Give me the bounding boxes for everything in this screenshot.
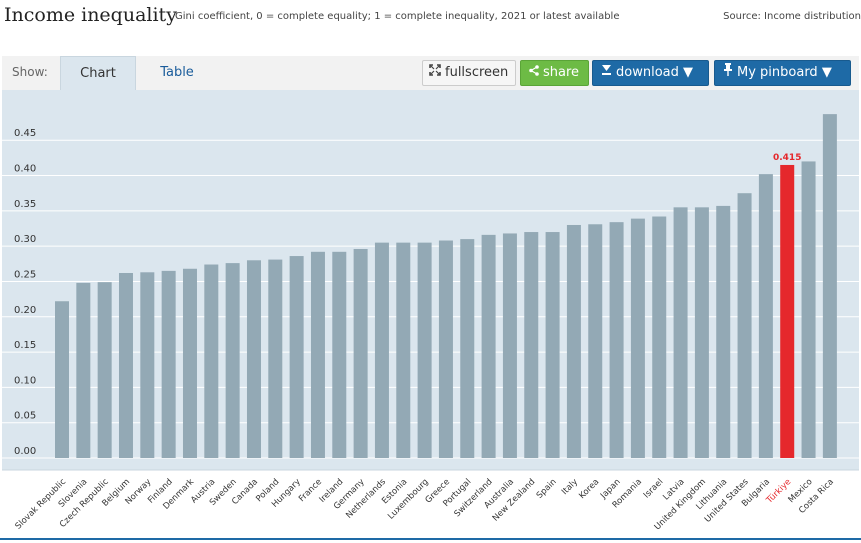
bar <box>246 260 261 458</box>
download-button[interactable]: download ▼ <box>592 60 709 86</box>
tab-table[interactable]: Table <box>160 65 194 80</box>
bar <box>737 193 752 458</box>
bar <box>204 264 219 458</box>
bar <box>182 268 197 458</box>
bar <box>161 270 176 458</box>
y-tick-label: 0.25 <box>14 269 36 280</box>
bar <box>55 301 69 458</box>
share-label: share <box>543 65 580 80</box>
download-icon <box>601 61 612 85</box>
bottom-divider <box>0 538 861 540</box>
share-button[interactable]: share <box>520 60 589 86</box>
fullscreen-button[interactable]: fullscreen <box>422 60 516 86</box>
bar <box>225 263 240 458</box>
bar <box>630 218 645 458</box>
pin-icon <box>723 61 733 85</box>
bar-chart: 0.00 0.05 0.10 0.15 0.20 0.25 0.30 0.35 0.40 0.45… <box>2 90 859 532</box>
bar <box>310 251 325 458</box>
pinboard-button[interactable]: My pinboard ▼ <box>714 60 851 86</box>
chart-toolbar: Show: Chart Table fullscreen share do <box>2 56 859 91</box>
bar <box>502 233 517 458</box>
bar <box>566 224 581 458</box>
bar <box>716 205 731 458</box>
bar <box>140 272 155 458</box>
y-tick-label: 0.10 <box>14 375 36 386</box>
show-label: Show: <box>12 65 48 79</box>
source-link[interactable]: Source: Income distribution <box>723 11 861 22</box>
download-label: download ▼ <box>616 65 693 80</box>
bar <box>396 242 411 458</box>
bar <box>801 161 816 458</box>
bar <box>822 114 837 458</box>
tab-chart[interactable]: Chart <box>60 56 136 90</box>
bar <box>289 256 304 458</box>
bar <box>524 232 539 458</box>
fullscreen-label: fullscreen <box>445 65 509 80</box>
y-tick-label: 0.00 <box>14 446 36 457</box>
y-tick-label: 0.30 <box>14 234 36 245</box>
y-tick-label: 0.15 <box>14 340 36 351</box>
y-tick-label: 0.45 <box>14 128 36 139</box>
bar <box>118 272 133 458</box>
bar <box>332 251 347 458</box>
bar <box>417 242 432 458</box>
bar <box>758 174 773 458</box>
page-title: Income inequality <box>4 4 177 26</box>
header: Income inequality Gini coefficient, 0 = … <box>0 0 861 34</box>
bar <box>353 248 368 458</box>
y-tick-label: 0.35 <box>14 199 36 210</box>
bar <box>76 282 91 458</box>
bar-highlight <box>780 164 795 459</box>
y-tick-label: 0.05 <box>14 411 36 422</box>
bar <box>652 216 667 458</box>
bar <box>438 240 453 458</box>
bar <box>460 239 475 458</box>
bar <box>609 222 624 458</box>
bar <box>374 242 389 458</box>
bar <box>545 232 560 458</box>
bar <box>268 259 283 458</box>
bar <box>588 224 603 458</box>
data-label: 0.415 <box>773 153 801 163</box>
share-icon <box>529 61 539 85</box>
chart-subtitle: Gini coefficient, 0 = complete equality;… <box>175 11 620 22</box>
bar <box>673 207 688 458</box>
bar <box>694 207 709 458</box>
chart-area: 0.00 0.05 0.10 0.15 0.20 0.25 0.30 0.35 0.40 0.45… <box>2 90 859 540</box>
bar <box>481 234 496 458</box>
x-tick-label: Spain <box>535 477 559 501</box>
bar <box>97 282 112 458</box>
y-tick-label: 0.40 <box>14 164 36 175</box>
pinboard-label: My pinboard ▼ <box>737 65 832 80</box>
x-tick-label: Korea <box>577 477 601 501</box>
expand-icon <box>429 61 441 85</box>
y-tick-label: 0.20 <box>14 305 36 316</box>
